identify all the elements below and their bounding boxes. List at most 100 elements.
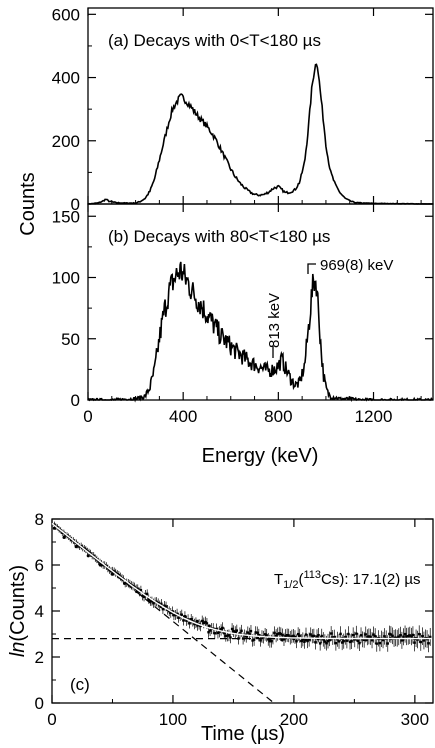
panel-c-point: [229, 636, 232, 639]
panel-c-point: [182, 619, 185, 622]
panel-c-point: [259, 639, 262, 642]
panel-b-xtick-label: 400: [169, 407, 197, 426]
panel-c-ytick-label: 4: [35, 602, 44, 621]
panel-c-point: [307, 638, 311, 641]
panel-c-point: [139, 589, 143, 592]
panel-c-data-point: [74, 545, 78, 549]
panel-b-spectrum-line: [87, 261, 433, 403]
panel-c-point: [389, 633, 393, 636]
panel-c-point: [342, 639, 345, 643]
panel-c-point: [177, 616, 180, 619]
panel-c-point: [161, 607, 165, 611]
panel-c-point: [331, 636, 334, 639]
panel-c-point: [296, 632, 300, 636]
panel-b-title: (b) Decays with 80<T<180 µs: [108, 227, 330, 246]
annotation-969-label: 969(8) keV: [320, 257, 393, 274]
panel-c-point: [362, 638, 366, 642]
panel-c-point: [411, 633, 415, 637]
panel-b-ytick-label: 100: [52, 269, 80, 288]
panel-c-point: [97, 560, 100, 563]
panel-c-point: [254, 631, 257, 634]
panel-c-data-point: [207, 624, 211, 628]
panel-c-point: [318, 642, 322, 645]
panel-c-point: [322, 638, 325, 641]
panel-b-ytick-label: 0: [71, 391, 80, 410]
panel-c-point: [142, 595, 146, 599]
panel-c-point: [364, 633, 367, 636]
panel-c-point: [422, 639, 426, 642]
panel-c-data-point: [195, 619, 199, 623]
panel-c-point: [361, 638, 364, 641]
panel-c-point: [303, 640, 306, 643]
panel-c-point: [326, 639, 330, 643]
panel-c-point: [410, 635, 413, 638]
panel-c-total-fit: [51, 522, 432, 640]
panel-c-point: [416, 638, 419, 641]
panel-c-point: [285, 633, 289, 637]
panel-c-point: [205, 622, 209, 625]
panel-b-ytick-label: 150: [52, 207, 80, 226]
panel-c-point: [190, 618, 193, 621]
panel-c-point: [155, 600, 158, 603]
panel-c-xtick-label: 300: [401, 710, 429, 729]
panel-c-point: [281, 633, 284, 637]
panel-c-point: [329, 632, 333, 635]
panel-c-point: [64, 534, 67, 537]
panel-c-point: [204, 620, 207, 624]
panel-c-point: [144, 593, 147, 596]
panel-b-ytick-label: 50: [61, 330, 80, 349]
panel-c-point: [268, 640, 272, 643]
panel-c-point: [301, 638, 305, 641]
panel-c-point: [274, 634, 278, 637]
panel-c-data-point: [98, 563, 102, 567]
panels-ab-ylabel: Counts: [17, 172, 39, 235]
panel-c-xtick-label: 200: [280, 710, 308, 729]
panel-c-point: [149, 600, 152, 603]
panel-c-point: [218, 630, 221, 633]
panel-c-point: [394, 636, 397, 639]
panel-c-point: [314, 641, 317, 644]
panel-c-point: [213, 632, 217, 635]
panel-c-point: [287, 634, 290, 637]
panel-c-point: [246, 631, 250, 634]
panel-c-point: [375, 642, 378, 645]
panel-c-point: [232, 629, 235, 633]
panel-c-point: [241, 637, 245, 640]
panel-c-data-point: [86, 554, 90, 558]
panel-c-point: [413, 641, 416, 644]
panel-b-ticks: 0 400 800 1200 0 50 100 150: [52, 204, 433, 426]
panel-c-point: [201, 619, 204, 623]
panel-c-point: [249, 629, 253, 633]
panel-c-point: [136, 587, 139, 590]
panel-b-xtick-label: 1200: [355, 407, 393, 426]
panel-a-ytick-label: 0: [71, 195, 80, 214]
panel-c-point: [188, 622, 191, 625]
panel-c-point: [399, 634, 402, 637]
panel-c-point: [429, 635, 432, 639]
panel-b-xtick-label: 0: [83, 407, 92, 426]
panel-c-point: [403, 632, 407, 636]
panel-c-point: [337, 640, 341, 643]
panel-c-point: [292, 634, 295, 638]
panel-b: 0 400 800 1200 0 50 100 150 (b) Decays with 80<…: [52, 203, 434, 426]
panel-c-point: [309, 633, 312, 636]
panel-c-point: [235, 629, 239, 632]
panel-c-point: [298, 634, 301, 637]
panel-a: 0 200 400 600 (a) Decays with 0<T<180 µs: [52, 5, 434, 214]
panel-c-point: [419, 640, 422, 644]
panel-c-point: [311, 634, 314, 638]
panel-c-point: [175, 612, 179, 615]
panel-b-xtick-label: 800: [264, 407, 292, 426]
panel-c-ytick-label: 0: [35, 694, 44, 713]
panel-c-point: [421, 634, 424, 638]
panel-a-ticks: 0 200 400 600: [52, 5, 433, 214]
panel-c-point: [76, 543, 80, 547]
panel-c-point: [256, 631, 259, 634]
panel-c-point: [388, 632, 391, 636]
panel-c-point: [215, 627, 218, 631]
panel-c-point: [257, 633, 261, 637]
panel-c-data-point: [52, 526, 57, 530]
panel-c-point: [339, 632, 342, 636]
panel-c-point: [325, 642, 328, 645]
panel-c-point: [163, 604, 166, 607]
